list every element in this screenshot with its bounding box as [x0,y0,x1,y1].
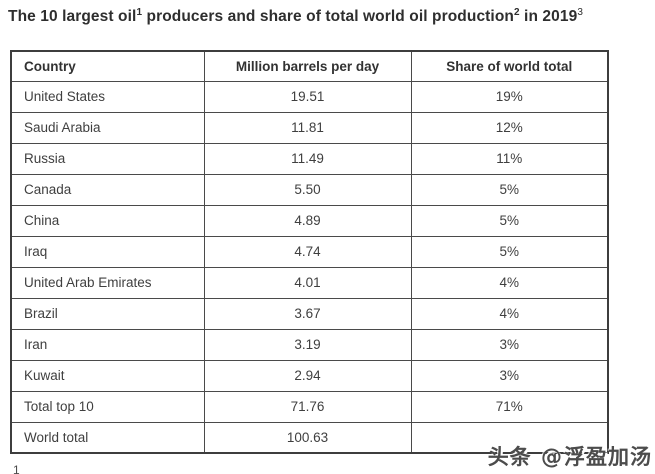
table-row: United Arab Emirates 4.01 4% [10,266,609,299]
cell-country: Canada [10,173,205,206]
toutiao-watermark: 头条 @浮盈加汤 [488,441,652,471]
table-row: United States 19.51 19% [10,80,609,113]
cell-mbpd: 3.67 [203,297,412,330]
table-row: China 4.89 5% [10,204,609,237]
cell-mbpd: 5.50 [203,173,412,206]
title-text-2: producers and share of total world oil p… [142,8,514,25]
table-row: Saudi Arabia 11.81 12% [10,111,609,144]
table-row-total-top10: Total top 10 71.76 71% [10,390,609,423]
at-icon: @ [541,445,563,469]
title-text-1: The 10 largest oil [8,8,137,25]
table-row: Iran 3.19 3% [10,328,609,361]
cell-mbpd: 11.81 [203,111,412,144]
header-million-barrels: Million barrels per day [203,50,412,82]
oil-producers-table: Country Million barrels per day Share of… [10,50,609,454]
cell-country: Brazil [10,297,205,330]
footnote-marker-partial: 1 [13,463,20,474]
title-footnote-1: 1 [136,6,143,18]
cell-share-empty [410,421,609,454]
watermark-user: 浮盈加汤 [564,445,652,469]
table-row: Kuwait 2.94 3% [10,359,609,392]
cell-country: Russia [10,142,205,175]
cell-country: China [10,204,205,237]
cell-mbpd: 4.01 [203,266,412,299]
cell-share: 5% [410,173,609,206]
cell-country: United States [10,80,205,113]
table-row-world-total: World total 100.63 [10,421,609,454]
cell-mbpd: 4.74 [203,235,412,268]
cell-mbpd: 4.89 [203,204,412,237]
cell-country: Saudi Arabia [10,111,205,144]
cell-share: 71% [410,390,609,423]
cell-share: 4% [410,266,609,299]
cell-share: 12% [410,111,609,144]
cell-share: 3% [410,328,609,361]
cell-share: 11% [410,142,609,175]
header-share: Share of world total [410,50,609,82]
cell-share: 4% [410,297,609,330]
cell-mbpd: 100.63 [203,421,412,454]
table-row: Russia 11.49 11% [10,142,609,175]
cell-mbpd: 19.51 [203,80,412,113]
cell-country: World total [10,421,205,454]
cell-mbpd: 71.76 [203,390,412,423]
header-country: Country [10,50,205,82]
cell-country: Kuwait [10,359,205,392]
cell-mbpd: 3.19 [203,328,412,361]
title-footnote-3: 3 [577,6,583,18]
cell-share: 3% [410,359,609,392]
table-row: Brazil 3.67 4% [10,297,609,330]
cell-share: 5% [410,204,609,237]
cell-mbpd: 2.94 [203,359,412,392]
cell-country: Total top 10 [10,390,205,423]
title-text-3: in 2019 [519,8,578,25]
cell-share: 5% [410,235,609,268]
table-row: Canada 5.50 5% [10,173,609,206]
page-title: The 10 largest oil1 producers and share … [8,6,648,26]
cell-share: 19% [410,80,609,113]
watermark-brand: 头条 [487,445,532,469]
cell-country: United Arab Emirates [10,266,205,299]
table-header-row: Country Million barrels per day Share of… [10,50,609,82]
cell-country: Iraq [10,235,205,268]
cell-country: Iran [10,328,205,361]
title-footnote-2: 2 [513,6,520,18]
table-row: Iraq 4.74 5% [10,235,609,268]
cell-mbpd: 11.49 [203,142,412,175]
